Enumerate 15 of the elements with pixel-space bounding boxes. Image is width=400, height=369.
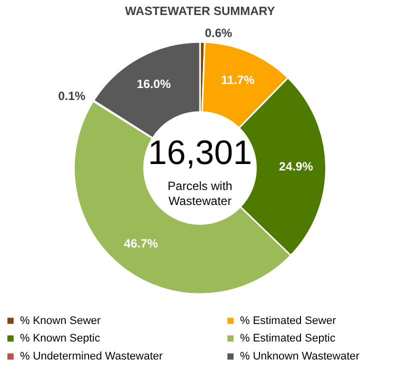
legend-label: % Known Sewer <box>20 314 102 327</box>
legend-label: % Known Septic <box>20 332 101 344</box>
legend-label: % Unknown Wastewater <box>240 350 360 362</box>
text: Parcels with Wastewater <box>168 179 232 208</box>
data-label: 0.1% <box>58 89 86 104</box>
data-label: 0.6% <box>204 26 233 40</box>
legend-label: % Estimated Septic <box>240 332 336 344</box>
text: 16,301 <box>148 134 252 172</box>
data-label: 16.0% <box>136 76 172 91</box>
chart-title: WASTEWATER SUMMARY <box>125 4 275 18</box>
legend-label: % Estimated Sewer <box>240 314 336 327</box>
data-label: 11.7% <box>221 72 255 87</box>
data-label: 24.9% <box>278 159 314 174</box>
data-label: 46.7% <box>124 236 158 251</box>
legend-label: % Undetermined Wastewater <box>20 350 163 362</box>
